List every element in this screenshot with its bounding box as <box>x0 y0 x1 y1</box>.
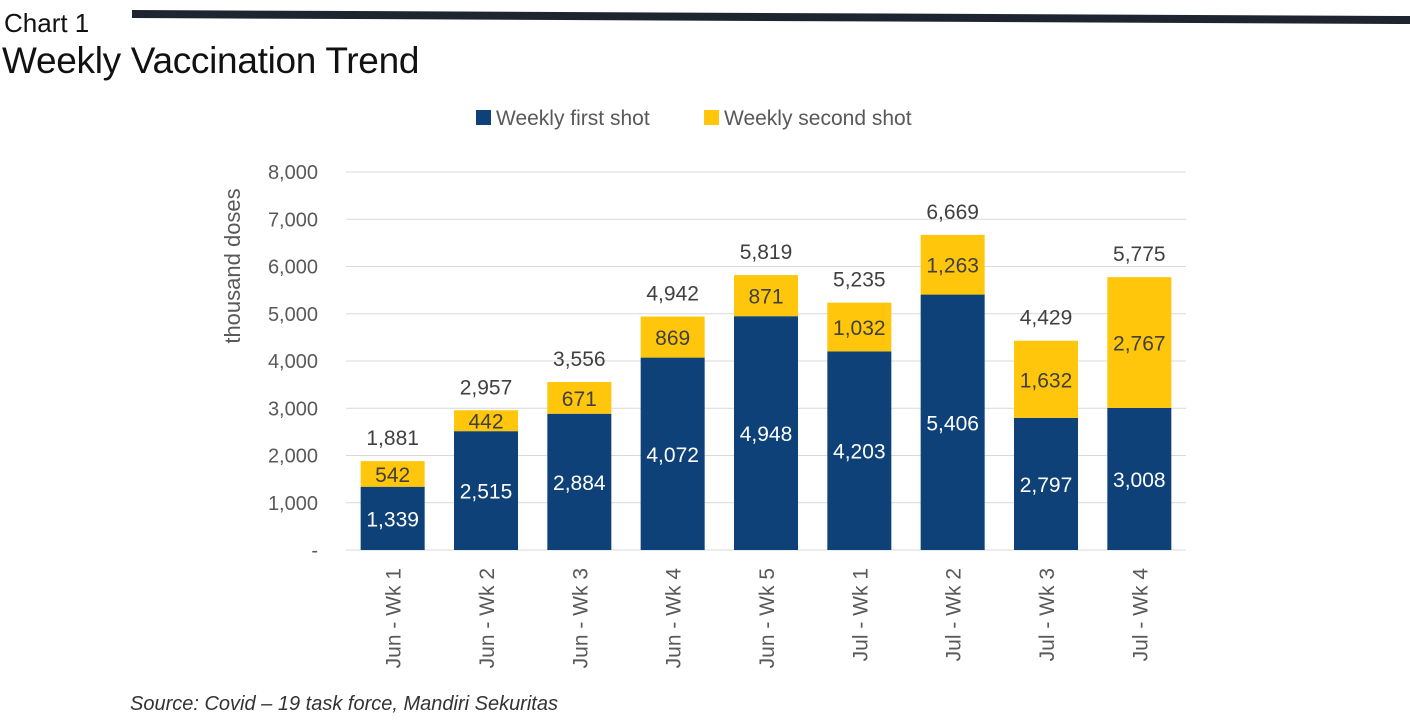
data-label-first-shot: 2,797 <box>1020 474 1073 497</box>
data-label-first-shot: 3,008 <box>1113 469 1166 492</box>
x-tick-label: Jul - Wk 2 <box>943 568 966 661</box>
x-tick-label: Jul - Wk 4 <box>1129 568 1152 662</box>
data-label-second-shot: 1,032 <box>833 317 886 340</box>
data-label-second-shot: 869 <box>655 327 690 350</box>
x-tick-label: Jul - Wk 3 <box>1036 568 1059 661</box>
data-label-total: 5,819 <box>740 241 793 264</box>
bar-second-shot <box>547 382 612 414</box>
y-tick-label: 6,000 <box>268 257 318 279</box>
y-tick-label: 3,000 <box>268 398 318 420</box>
data-label-first-shot: 5,406 <box>926 412 979 435</box>
data-label-second-shot: 442 <box>468 411 503 434</box>
y-tick-label: 4,000 <box>268 351 318 373</box>
data-label-second-shot: 542 <box>375 464 410 487</box>
legend-label-second-shot: Weekly second shot <box>724 107 912 130</box>
data-label-first-shot: 2,884 <box>553 472 606 495</box>
x-tick-label: Jun - Wk 2 <box>476 568 499 668</box>
y-tick-label: 8,000 <box>268 162 318 184</box>
data-label-first-shot: 4,203 <box>833 441 886 464</box>
x-tick-label: Jun - Wk 3 <box>569 568 592 668</box>
bar-first-shot <box>1014 417 1078 550</box>
data-label-second-shot: 1,263 <box>926 255 979 278</box>
stacked-bar-chart: - 1,000 2,000 3,000 4,000 5,000 6,000 7,000 8,00… <box>220 107 1186 669</box>
chart-number-label: Chart 1 <box>4 8 90 38</box>
bar-second-shot <box>1107 277 1172 408</box>
x-tick-label: Jun - Wk 4 <box>663 568 686 669</box>
bar-second-shot <box>920 234 985 295</box>
bar-second-shot <box>827 302 892 352</box>
bar-first-shot <box>827 351 892 550</box>
data-label-second-shot: 2,767 <box>1113 333 1166 356</box>
bar-second-shot <box>360 461 425 487</box>
data-label-total: 5,235 <box>833 269 886 292</box>
bar-first-shot <box>360 486 425 550</box>
bar-first-shot <box>1107 407 1172 550</box>
y-tick-label: 1,000 <box>268 493 318 515</box>
bar-second-shot <box>454 410 518 432</box>
y-tick-label: - <box>311 540 318 562</box>
y-tick-label: 2,000 <box>268 446 318 468</box>
legend-swatch-second-shot <box>704 110 719 125</box>
data-label-total: 5,775 <box>1113 243 1166 266</box>
bar-first-shot <box>920 294 985 550</box>
y-tick-label: 7,000 <box>268 209 318 231</box>
x-tick-label: Jul - Wk 1 <box>849 568 872 661</box>
bar-first-shot <box>734 316 798 550</box>
bar-first-shot <box>640 357 705 550</box>
data-label-total: 6,669 <box>926 201 979 224</box>
bar-first-shot <box>547 413 612 550</box>
header-rule <box>132 10 1410 24</box>
y-axis-label: thousand doses <box>220 188 245 343</box>
bar-second-shot <box>640 316 705 358</box>
data-label-total: 4,942 <box>646 283 699 306</box>
x-tick-label: Jun - Wk 1 <box>383 568 406 668</box>
data-label-first-shot: 1,339 <box>366 508 419 531</box>
y-tick-label: 5,000 <box>268 304 318 326</box>
bar-second-shot <box>1014 340 1078 418</box>
data-label-first-shot: 2,515 <box>460 481 513 504</box>
source-note: Source: Covid – 19 task force, Mandiri S… <box>130 693 558 715</box>
data-label-total: 3,556 <box>553 348 606 371</box>
data-label-second-shot: 871 <box>748 286 783 309</box>
data-label-second-shot: 1,632 <box>1020 369 1073 392</box>
data-label-first-shot: 4,072 <box>646 444 699 467</box>
data-label-total: 4,429 <box>1020 307 1073 330</box>
data-label-total: 2,957 <box>460 376 513 399</box>
x-tick-label: Jun - Wk 5 <box>756 568 779 668</box>
bar-second-shot <box>734 275 798 317</box>
legend-swatch-first-shot <box>476 110 491 125</box>
data-label-total: 1,881 <box>366 427 419 450</box>
legend-label-first-shot: Weekly first shot <box>496 107 650 130</box>
chart-title: Weekly Vaccination Trend <box>2 40 420 81</box>
bar-first-shot <box>454 431 518 550</box>
data-label-first-shot: 4,948 <box>740 423 793 446</box>
data-label-second-shot: 671 <box>562 388 597 411</box>
